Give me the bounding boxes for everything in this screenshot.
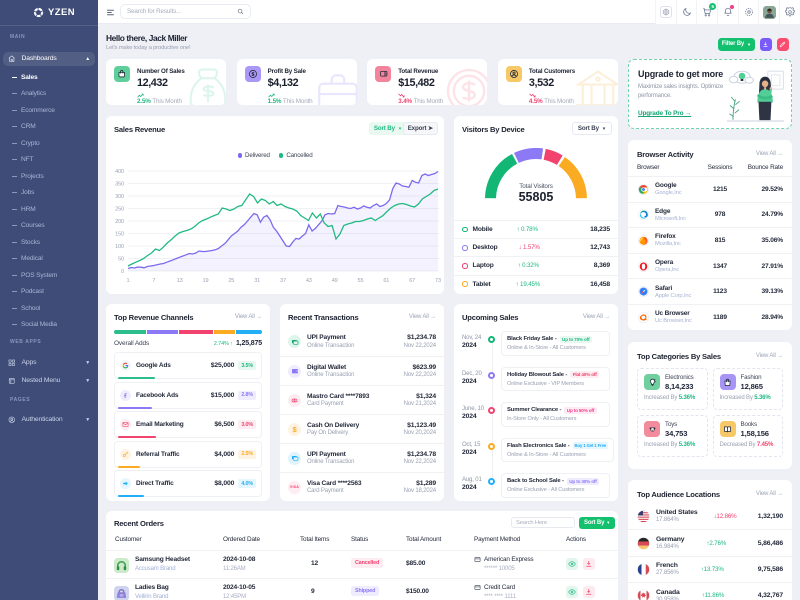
- svg-text:73: 73: [435, 278, 441, 284]
- svg-text:49: 49: [332, 278, 338, 284]
- svg-text:400: 400: [115, 169, 124, 175]
- svg-text:37: 37: [280, 278, 286, 284]
- svg-text:43: 43: [306, 278, 312, 284]
- svg-text:200: 200: [115, 219, 124, 225]
- svg-text:25: 25: [228, 278, 234, 284]
- svg-text:61: 61: [383, 278, 389, 284]
- svg-text:300: 300: [115, 194, 124, 200]
- svg-text:100: 100: [115, 244, 124, 250]
- svg-text:13: 13: [177, 278, 183, 284]
- svg-text:50: 50: [118, 257, 124, 263]
- svg-text:250: 250: [115, 207, 124, 213]
- svg-text:55: 55: [358, 278, 364, 284]
- svg-text:1: 1: [127, 278, 130, 284]
- svg-text:0: 0: [121, 269, 124, 275]
- svg-text:150: 150: [115, 232, 124, 238]
- svg-text:350: 350: [115, 182, 124, 188]
- svg-text:19: 19: [203, 278, 209, 284]
- svg-text:7: 7: [152, 278, 155, 284]
- svg-text:67: 67: [409, 278, 415, 284]
- svg-text:31: 31: [254, 278, 260, 284]
